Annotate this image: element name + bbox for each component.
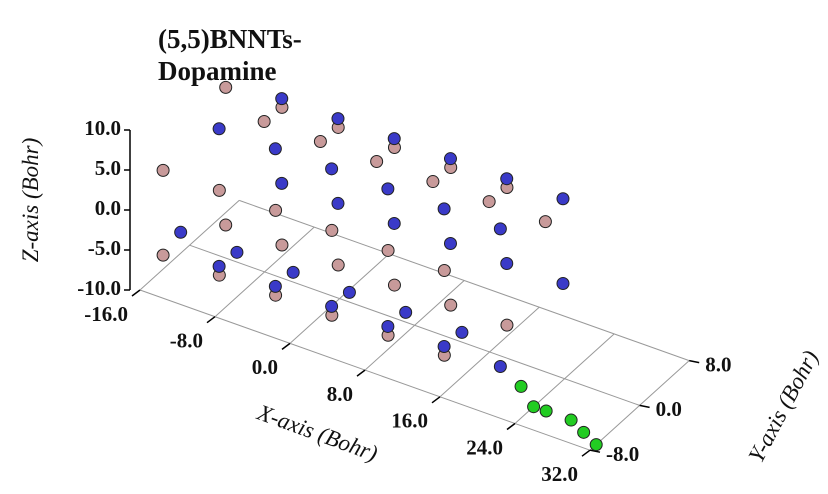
z-tick-label: -5.0 [88,236,121,260]
y-tick [689,359,700,364]
atom [212,183,226,197]
atom [219,80,233,94]
y-tick-label: 8.0 [705,352,731,376]
chart-title: (5,5)BNNTs- [158,24,302,54]
x-tick-label: 16.0 [391,409,428,433]
chart-title: Dopamine [158,56,277,86]
atom [493,359,507,373]
atom [370,155,384,169]
atom [443,152,457,166]
atom [212,259,226,273]
z-tick-label: 10.0 [84,116,121,140]
atom [381,182,395,196]
atom [325,223,339,237]
atom [257,114,271,128]
x-tick [281,342,291,350]
z-tick-label: 0.0 [95,196,121,220]
atom [156,248,170,262]
atom [269,203,283,217]
atom [437,339,451,353]
grid-line [239,199,690,362]
atom [275,238,289,252]
atom [387,132,401,146]
x-tick-label: -8.0 [170,329,203,353]
x-tick-label: 24.0 [466,435,503,459]
atom [342,285,356,299]
z-axis-label: Z-axis (Bohr) [18,138,43,263]
atom [514,379,528,393]
atom [538,215,552,229]
atom [174,225,188,239]
atom [589,438,603,452]
atom [500,172,514,186]
x-tick [581,449,591,457]
atom [268,279,282,293]
atom [426,175,440,189]
z-tick-label: -10.0 [77,276,121,300]
atom [443,236,457,250]
atom [399,305,413,319]
y-tick [589,449,601,453]
atom [230,245,244,259]
atom [387,216,401,230]
atom [556,277,570,291]
atom [325,162,339,176]
atom [313,135,327,148]
atom [331,258,345,272]
y-axis-label: Y-axis (Bohr) [743,346,823,466]
atom [564,413,578,427]
atom [325,299,339,313]
atom [527,400,541,414]
atom [437,263,451,277]
y-tick-label: -8.0 [606,442,639,466]
atom [437,202,451,216]
atom [275,176,289,190]
x-tick-label: 32.0 [541,462,578,486]
atom [331,112,345,126]
atom [577,425,591,439]
atom [381,319,395,333]
grid-line [189,244,640,406]
atom [275,92,289,106]
y-tick-label: 0.0 [656,397,682,421]
atom [212,122,226,136]
atom [381,243,395,257]
atom [156,163,170,177]
atom [387,278,401,292]
atom [556,192,570,206]
atom [493,222,507,236]
y-tick [639,404,650,409]
atom [268,142,282,156]
atom [482,195,496,209]
z-tick-label: 5.0 [95,156,121,180]
x-tick [506,422,516,431]
x-tick [206,316,216,324]
x-tick [431,396,441,404]
atom [444,298,458,312]
x-axis-label: X-axis (Bohr) [253,399,381,466]
x-tick [131,289,141,297]
atom [286,265,300,279]
atom [331,196,345,210]
atom [455,325,469,339]
x-tick-label: 8.0 [327,382,353,406]
atom [219,218,233,232]
atom [500,257,514,271]
x-tick-label: -16.0 [84,302,128,326]
atom [500,318,514,332]
atom [539,404,553,418]
x-tick-label: 0.0 [252,355,278,379]
x-tick [356,369,366,377]
